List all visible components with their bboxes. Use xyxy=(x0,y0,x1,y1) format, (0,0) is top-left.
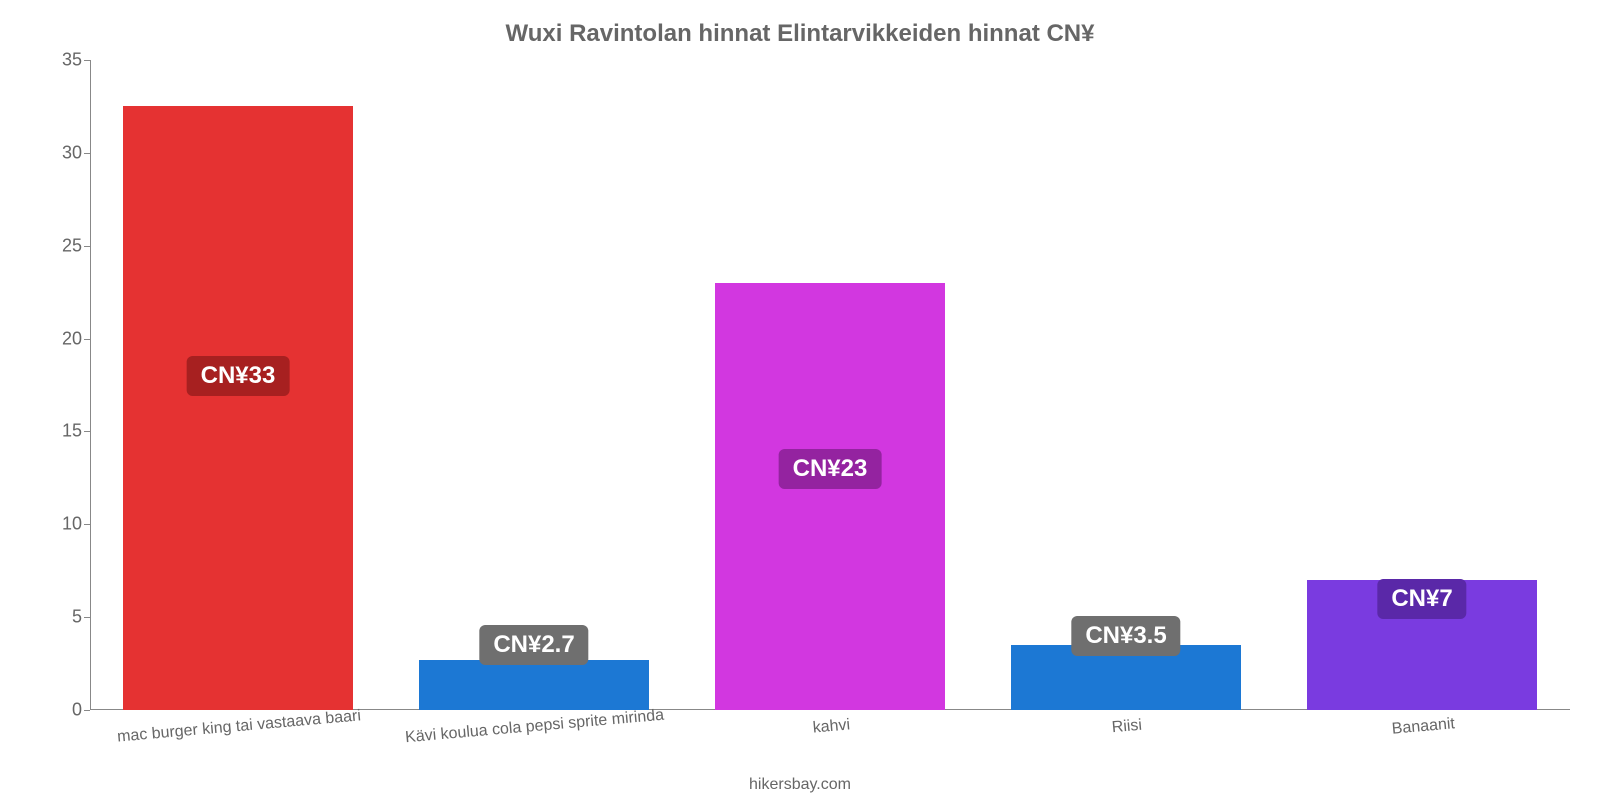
y-tick-mark xyxy=(84,60,90,61)
value-badge: CN¥7 xyxy=(1377,579,1466,619)
y-tick-mark xyxy=(84,246,90,247)
price-bar-chart: Wuxi Ravintolan hinnat Elintarvikkeiden … xyxy=(0,0,1600,800)
y-tick-mark xyxy=(84,431,90,432)
category-label: kahvi xyxy=(812,716,851,737)
y-axis xyxy=(90,60,91,710)
value-badge: CN¥3.5 xyxy=(1071,616,1180,656)
credit-text: hikersbay.com xyxy=(0,776,1600,794)
category-label: Kävi koulua cola pepsi sprite mirinda xyxy=(404,707,664,748)
y-tick-mark xyxy=(84,524,90,525)
y-tick-mark xyxy=(84,617,90,618)
y-tick-mark xyxy=(84,710,90,711)
category-label: Banaanit xyxy=(1391,715,1456,738)
category-label: mac burger king tai vastaava baari xyxy=(116,707,361,746)
y-tick-mark xyxy=(84,339,90,340)
y-tick-mark xyxy=(84,153,90,154)
plot-area: 05101520253035CN¥33mac burger king tai v… xyxy=(90,60,1570,710)
value-badge: CN¥23 xyxy=(779,449,882,489)
bar xyxy=(419,660,650,710)
bar xyxy=(715,283,946,710)
chart-title: Wuxi Ravintolan hinnat Elintarvikkeiden … xyxy=(0,20,1600,48)
value-badge: CN¥33 xyxy=(187,356,290,396)
category-label: Riisi xyxy=(1111,717,1143,738)
bar xyxy=(123,106,354,710)
value-badge: CN¥2.7 xyxy=(479,625,588,665)
